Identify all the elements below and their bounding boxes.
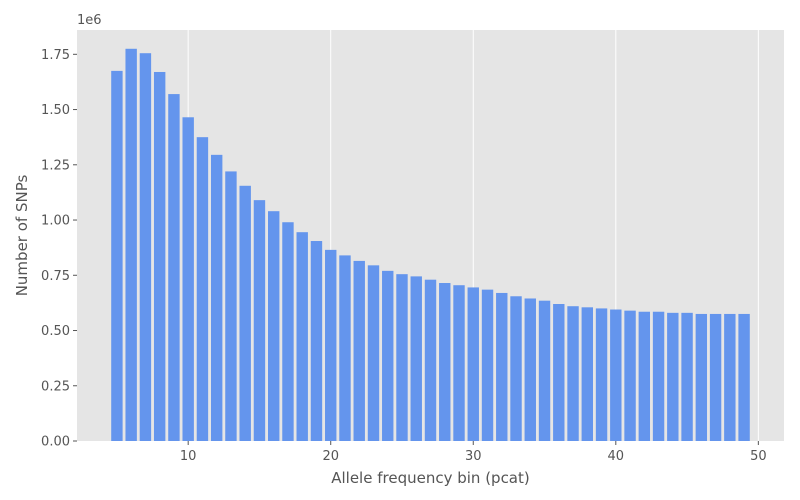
bar: [453, 285, 465, 441]
bar: [709, 313, 722, 441]
bar: [182, 117, 194, 441]
y-tick-label: 0.00: [41, 435, 70, 450]
bar: [339, 255, 351, 441]
x-tick-label: 40: [608, 449, 625, 464]
bar: [296, 232, 308, 441]
bar: [325, 249, 337, 441]
bar: [567, 306, 579, 441]
y-tick-label: 0.25: [41, 379, 70, 394]
bar: [268, 211, 280, 441]
bar: [624, 310, 636, 441]
bar: [496, 292, 508, 441]
x-tick-label: 10: [180, 449, 197, 464]
bar: [681, 312, 693, 441]
bar: [111, 70, 123, 442]
y-axis-label: Number of SNPs: [13, 175, 31, 297]
bar: [538, 300, 551, 441]
bar: [638, 311, 651, 441]
bar: [553, 304, 565, 441]
bar: [738, 313, 750, 441]
bar: [667, 312, 679, 441]
bar: [410, 276, 422, 441]
bar: [581, 307, 593, 441]
y-tick-label: 0.50: [41, 324, 70, 339]
bar: [724, 313, 736, 441]
bar: [310, 241, 323, 441]
x-tick-label: 20: [322, 449, 339, 464]
bar: [382, 270, 394, 441]
bar: [610, 309, 622, 441]
y-tick-label: 1.50: [41, 103, 70, 118]
bar: [168, 94, 180, 442]
y-tick-label: 1.00: [41, 214, 70, 229]
bar: [439, 283, 451, 441]
x-tick-label: 30: [465, 449, 482, 464]
bar: [652, 311, 665, 441]
bar: [524, 298, 536, 441]
bar: [467, 287, 479, 441]
bar: [210, 154, 223, 441]
bar: [367, 265, 380, 441]
x-tick-label: 50: [750, 449, 767, 464]
bar: [510, 296, 522, 441]
bar: [396, 274, 408, 441]
bar: [196, 137, 209, 441]
bar: [424, 279, 437, 441]
y-axis-ticks: 0.00 0.25 0.50 0.75 1.00 1.25 1.50 1.75: [41, 48, 77, 450]
bar: [139, 53, 152, 442]
y-offset-label: 1e6: [77, 13, 102, 28]
bar: [481, 289, 494, 441]
bars: [111, 48, 750, 442]
bar: [153, 71, 166, 441]
bar: [239, 185, 251, 441]
x-axis-ticks: 10 20 30 40 50: [180, 441, 767, 464]
bar: [282, 222, 294, 441]
bar: [225, 171, 237, 441]
bar: [125, 48, 137, 441]
y-tick-label: 0.75: [41, 269, 70, 284]
bar: [595, 308, 608, 441]
y-tick-label: 1.75: [41, 48, 70, 63]
bar: [695, 313, 708, 441]
bar: [253, 200, 266, 441]
x-axis-label: Allele frequency bin (pcat): [331, 469, 530, 487]
y-tick-label: 1.25: [41, 158, 70, 173]
bar: [353, 260, 365, 441]
